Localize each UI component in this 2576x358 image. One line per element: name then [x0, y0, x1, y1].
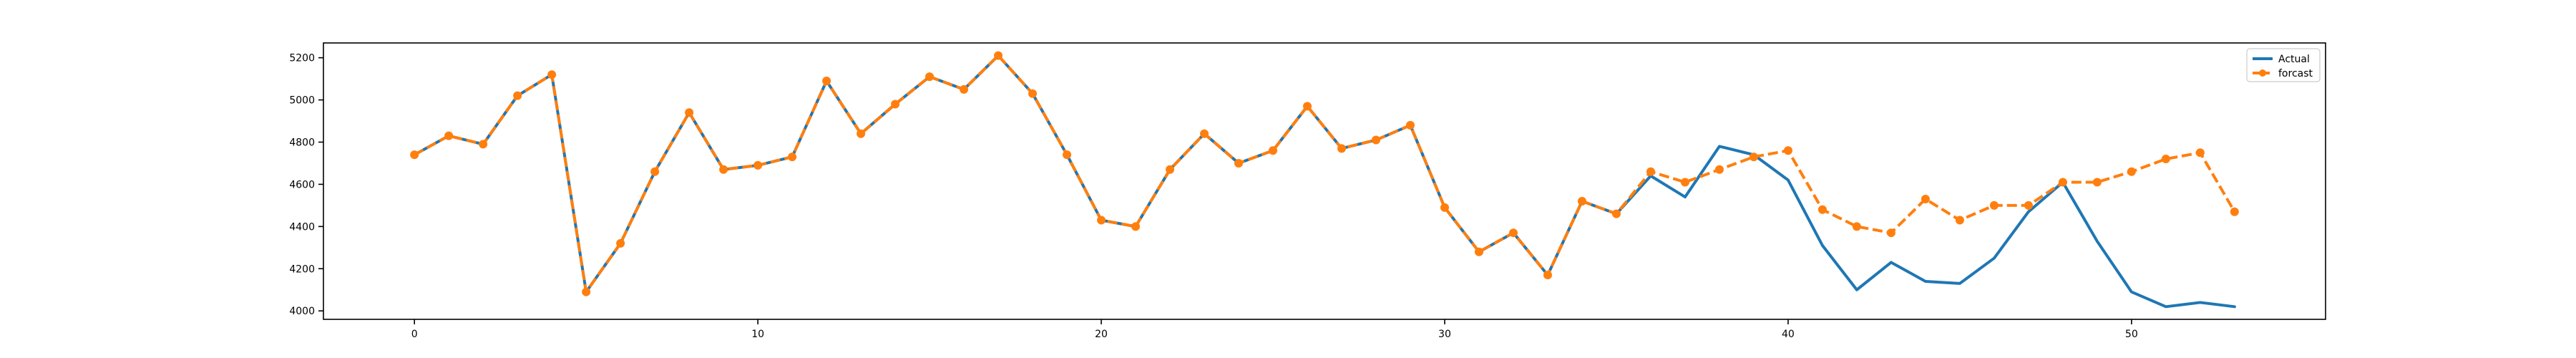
series-2-point [960, 84, 969, 94]
x-tick-label: 0 [411, 329, 418, 340]
series-2-point [994, 51, 1003, 60]
series-2-point [2127, 167, 2136, 176]
series-2-point [1680, 178, 1689, 187]
series-2-point [479, 140, 488, 149]
y-tick-label: 5200 [289, 53, 315, 64]
legend: Actual forcast [2246, 48, 2321, 82]
series-line-2 [414, 54, 2236, 294]
y-tick-label: 5000 [289, 95, 315, 107]
y-tick-label: 4200 [289, 263, 315, 275]
series-2-point [1749, 153, 1758, 162]
series-2-point [1989, 200, 1999, 210]
series-2-point [1234, 158, 1244, 168]
series-2-point [1543, 271, 1552, 280]
series-2-point [719, 165, 728, 174]
x-tick-label: 20 [1095, 329, 1108, 340]
series-2-point [1508, 228, 1518, 238]
legend-label-1: Actual [2278, 54, 2310, 65]
series-2-point [2058, 178, 2067, 187]
plot-background [323, 43, 2326, 319]
series-2-point [1166, 165, 1175, 174]
series-2-point [1405, 120, 1415, 130]
legend-marker-2 [2259, 69, 2266, 77]
series-2-point [1852, 222, 1861, 231]
series-2-point [1371, 135, 1380, 145]
series-2-point [1474, 247, 1483, 256]
series-2-point [1646, 167, 1655, 176]
series-2-point [410, 150, 419, 160]
y-tick-label: 4800 [289, 137, 315, 148]
series-2-point [444, 131, 454, 140]
series-2-point [788, 153, 797, 162]
series-2-point [1063, 150, 1072, 160]
series-2-point [753, 160, 763, 170]
x-tick-label: 30 [1438, 329, 1451, 340]
series-2-point [857, 129, 866, 138]
y-tick-label: 4600 [289, 179, 315, 190]
legend-label-2: forcast [2278, 68, 2313, 79]
series-2-point [2195, 148, 2205, 158]
series-2-point [513, 91, 522, 100]
series-layer [410, 51, 2239, 309]
series-2-point [1097, 216, 1106, 225]
plot-frame [323, 42, 2326, 320]
series-2-point [1440, 203, 1449, 212]
x-tick-label: 50 [2125, 329, 2138, 340]
series-2-point [650, 167, 660, 176]
series-2-point [1028, 89, 1038, 98]
x-tick-label: 40 [1782, 329, 1795, 340]
series-2-point [582, 287, 591, 296]
series-2-point [1131, 222, 1141, 231]
series-2-point [822, 77, 831, 86]
series-2-point [616, 238, 625, 248]
series-2-point [1886, 228, 1896, 238]
series-2-point [925, 72, 935, 82]
series-2-point [1611, 209, 1621, 218]
y-tick-label: 4400 [289, 221, 315, 233]
series-2-point [2092, 178, 2102, 187]
x-tick-label: 10 [751, 329, 764, 340]
series-2-point [1818, 205, 1827, 214]
axes-layer: 0 10 20 30 40 50 4000 4200 4400 4600 4800 5000 5200 [289, 42, 2326, 340]
series-2-point [1577, 196, 1586, 205]
series-2-point [1303, 102, 1312, 111]
series-2-point [1269, 146, 1278, 155]
series-2-point [1714, 165, 1724, 174]
plot-area [323, 43, 2326, 319]
series-2-point [891, 100, 900, 109]
series-2-point [2024, 200, 2033, 210]
series-2-point [1200, 129, 1209, 138]
series-2-point [2230, 207, 2239, 216]
series-2-point [1783, 146, 1792, 155]
series-2-point [1955, 216, 1964, 225]
series-2-point [2161, 155, 2170, 164]
series-2-point [1337, 144, 1346, 153]
y-tick-label: 4000 [289, 306, 315, 317]
series-2-point [1921, 195, 1930, 204]
series-2-point [547, 70, 557, 79]
series-2-point [685, 108, 694, 117]
